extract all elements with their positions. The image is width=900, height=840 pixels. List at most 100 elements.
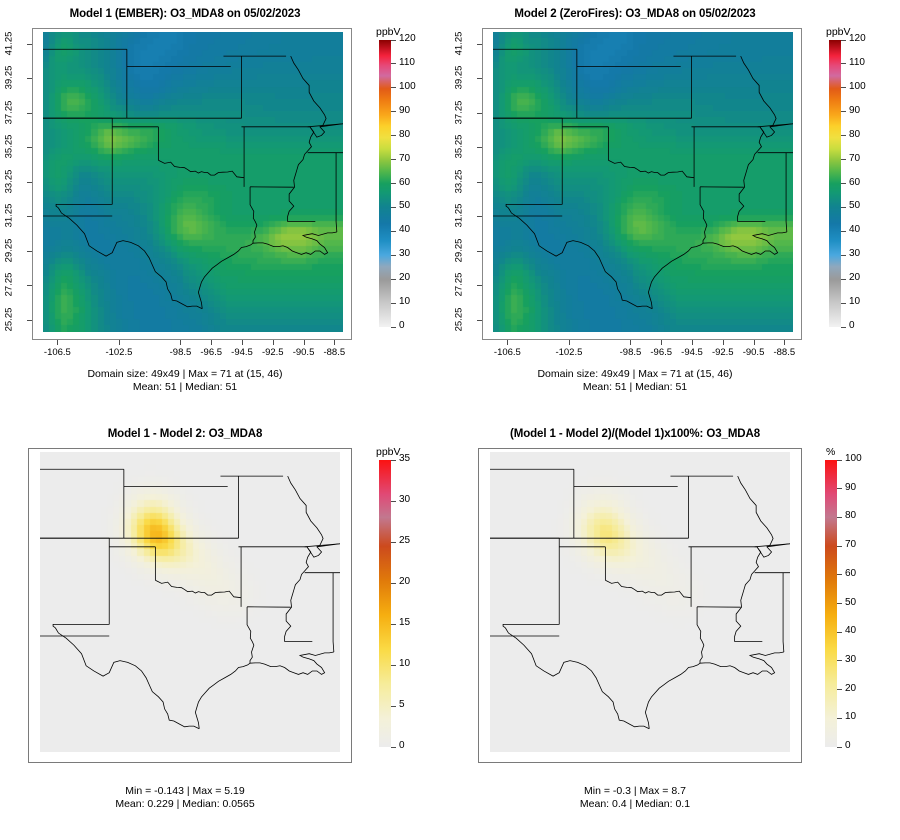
colorbar-tick [391,230,396,232]
x-axis-tick [242,340,243,345]
colorbar-tick [841,63,846,65]
panel-model2: Model 2 (ZeroFires): O3_MDA8 on 05/02/20… [450,0,900,420]
colorbar-tick-label: 10 [845,711,857,723]
colorbar-tick-label: 30 [849,248,861,260]
y-axis-tick-label: 41.25 [453,31,465,56]
colorbar-tick [841,87,846,89]
colorbar-tick [391,500,396,502]
colorbar-tick [841,159,846,161]
colorbar-tick [837,746,842,748]
y-axis-tick [27,112,32,114]
colorbar-tick-label: 50 [399,200,411,212]
colorbar-tick-label: 15 [399,617,411,628]
panel-difference-heatmap [40,452,340,752]
colorbar-gradient [829,40,841,327]
y-axis-tick-label: 25.25 [3,307,15,332]
colorbar-tick [391,302,396,304]
x-axis-tick-label: -92.5 [711,347,734,358]
colorbar-tick [391,111,396,113]
colorbar-tick-label: 20 [849,272,861,284]
x-axis-tick [118,340,120,345]
x-axis-tick-label: -98.5 [169,347,192,358]
colorbar-tick-label: 30 [399,248,411,260]
colorbar-tick-label: 120 [399,33,416,44]
x-axis-tick-label: -96.5 [200,347,223,358]
percent-difference-raster [490,452,790,752]
colorbar-tick [391,705,396,707]
x-axis-tick [211,340,213,345]
y-axis-tick-label: 27.25 [3,272,15,297]
panel-difference-footer-line2: Mean: 0.229 | Median: 0.0565 [115,798,255,810]
y-axis-tick-label: 29.25 [453,238,465,263]
x-axis-tick [630,340,632,345]
panel-model2-footer-line2: Mean: 51 | Median: 51 [582,381,688,393]
panel-difference-footer-line1: Min = -0.143 | Max = 5.19 [125,785,245,797]
x-axis-tick [692,340,693,345]
colorbar-tick-label: 100 [845,453,862,464]
y-axis-tick-label: 37.25 [453,100,465,125]
panel-model1: Model 1 (EMBER): O3_MDA8 on 05/02/2023 -… [0,0,450,420]
colorbar-tick [837,660,842,662]
colorbar-gradient [379,40,391,327]
colorbar-tick [837,459,842,461]
y-axis-tick [27,43,32,45]
panel-percent-difference: (Model 1 - Model 2)/(Model 1)x100%: O3_M… [450,420,900,840]
y-axis-tick [477,250,482,252]
colorbar-tick-label: 100 [399,80,416,92]
y-axis-tick-label: 39.25 [453,66,465,90]
colorbar-tick-label: 0 [399,320,405,331]
x-axis-tick-label: -90.5 [742,347,765,358]
colorbar-tick [837,689,842,691]
colorbar-tick-label: 10 [399,658,411,669]
colorbar-tick-label: 110 [399,56,415,68]
colorbar-tick-label: 30 [845,653,857,665]
colorbar-tick [841,278,846,280]
y-axis-tick-label: 31.25 [453,203,465,228]
x-axis-tick-label: -88.5 [323,347,346,358]
colorbar-tick [391,541,396,543]
y-axis-tick-label: 33.25 [453,169,465,194]
y-axis-tick-label: 31.25 [3,203,15,228]
panel-model1-footer-line1: Domain size: 49x49 | Max = 71 at (15, 46… [87,368,283,380]
x-axis-tick [722,340,724,345]
colorbar-tick [841,39,846,41]
x-axis-tick-label: -106.5 [43,347,71,358]
colorbar-tick-label: 20 [399,272,411,284]
y-axis-tick-label: 37.25 [3,100,15,125]
x-axis-tick [568,340,570,345]
y-axis-tick [27,216,32,218]
colorbar-tick-label: 10 [399,296,411,308]
panel-percent-difference-footer: Min = -0.3 | Max = 8.7 Mean: 0.4 | Media… [450,785,820,811]
x-axis-tick-label: -92.5 [261,347,284,358]
panel-model2-plot-area [482,28,802,340]
colorbar-tick [391,623,396,625]
colorbar-tick-label: 0 [845,740,851,751]
colorbar-tick-label: 80 [849,128,861,140]
colorbar-tick [841,183,846,184]
colorbar-tick-label: 0 [849,320,855,331]
colorbar-tick [841,206,846,208]
colorbar-tick-label: 50 [845,596,857,608]
panel-percent-difference-heatmap [490,452,790,752]
colorbar-gradient [825,460,837,747]
colorbar-tick-label: 80 [845,510,857,522]
colorbar-tick-label: 30 [399,494,411,505]
panel-difference-footer: Min = -0.143 | Max = 5.19 Mean: 0.229 | … [0,785,370,811]
colorbar-tick [841,111,846,113]
panel-model2-colorbar-title: ppbV [826,26,851,38]
colorbar-tick [841,230,846,232]
x-axis-tick-label: -94.5 [681,347,703,358]
colorbar-tick-label: 90 [845,481,857,493]
colorbar-tick [391,746,396,748]
x-axis-tick-label: -96.5 [650,347,673,358]
panel-model1-plot-area [32,28,352,340]
y-axis-tick [27,285,32,287]
colorbar-tick-label: 70 [845,539,857,551]
ozone-raster-model1 [43,32,343,332]
y-axis-tick [27,319,32,321]
colorbar-tick-label: 100 [849,80,866,92]
panel-percent-difference-colorbar-title: % [826,446,836,458]
panel-model2-footer: Domain size: 49x49 | Max = 71 at (15, 46… [450,368,820,394]
y-axis-tick-label: 35.25 [3,134,15,159]
colorbar-tick [391,326,396,328]
